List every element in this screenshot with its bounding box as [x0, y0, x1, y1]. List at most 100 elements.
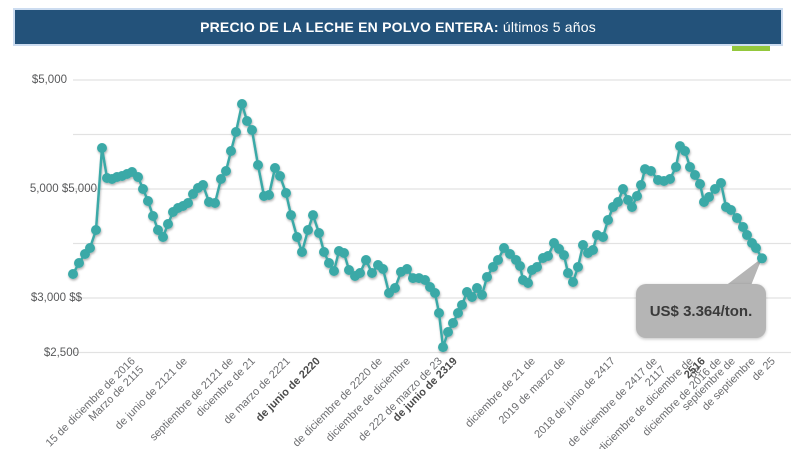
data-point-marker[interactable]: [324, 258, 334, 268]
data-point-marker[interactable]: [210, 198, 220, 208]
chart-title-bar: PRECIO DE LA LECHE EN POLVO ENTERA: últi…: [13, 8, 783, 46]
data-point-marker[interactable]: [402, 264, 412, 274]
data-point-marker[interactable]: [578, 240, 588, 250]
data-point-marker[interactable]: [477, 289, 487, 300]
data-point-marker[interactable]: [91, 225, 101, 235]
data-point-marker[interactable]: [573, 262, 583, 272]
data-point-marker[interactable]: [568, 277, 578, 287]
data-point-marker[interactable]: [627, 202, 637, 212]
data-point-marker[interactable]: [716, 178, 726, 188]
data-point-marker[interactable]: [158, 232, 168, 242]
data-point-marker[interactable]: [704, 192, 714, 202]
data-point-marker[interactable]: [308, 210, 318, 221]
data-point-marker[interactable]: [281, 188, 291, 198]
data-point-marker[interactable]: [138, 184, 148, 194]
data-point-marker[interactable]: [690, 170, 700, 180]
data-point-marker[interactable]: [303, 225, 313, 235]
data-point-marker[interactable]: [598, 232, 608, 242]
data-point-marker[interactable]: [726, 205, 736, 215]
data-point-marker[interactable]: [221, 166, 231, 176]
data-point-marker[interactable]: [671, 162, 681, 172]
data-point-marker[interactable]: [264, 190, 274, 200]
data-point-marker[interactable]: [74, 258, 84, 268]
y-axis-label: $5,000: [31, 74, 67, 86]
data-point-marker[interactable]: [286, 210, 296, 221]
data-point-marker[interactable]: [543, 251, 553, 261]
data-point-marker[interactable]: [482, 272, 492, 282]
data-point-marker[interactable]: [646, 166, 656, 176]
data-point-marker[interactable]: [472, 283, 482, 293]
data-point-marker[interactable]: [457, 300, 467, 310]
data-point-marker[interactable]: [216, 174, 226, 184]
data-point-marker[interactable]: [85, 243, 95, 253]
data-point-marker[interactable]: [68, 269, 78, 279]
data-point-marker[interactable]: [292, 232, 302, 242]
data-point-marker[interactable]: [588, 245, 598, 255]
data-point-marker[interactable]: [563, 268, 573, 278]
data-point-marker[interactable]: [434, 308, 444, 318]
data-point-marker[interactable]: [97, 143, 107, 153]
data-point-marker[interactable]: [390, 283, 400, 293]
data-point-marker[interactable]: [732, 213, 742, 223]
data-point-marker[interactable]: [133, 172, 143, 182]
data-point-marker[interactable]: [153, 225, 163, 235]
data-point-marker[interactable]: [270, 163, 280, 173]
data-point-marker[interactable]: [632, 191, 642, 201]
data-point-marker[interactable]: [237, 99, 247, 109]
data-point-marker[interactable]: [757, 253, 767, 264]
data-point-marker[interactable]: [453, 308, 463, 318]
data-point-marker[interactable]: [467, 292, 477, 302]
data-point-marker[interactable]: [559, 250, 569, 261]
data-point-marker[interactable]: [367, 268, 377, 278]
data-point-marker[interactable]: [231, 127, 241, 137]
data-point-marker[interactable]: [378, 264, 388, 274]
data-point-marker[interactable]: [738, 222, 748, 232]
callout-text: US$ 3.364/ton.: [649, 302, 753, 320]
data-point-marker[interactable]: [314, 228, 324, 238]
data-point-marker[interactable]: [515, 261, 525, 271]
data-point-marker[interactable]: [742, 230, 752, 240]
data-point-marker[interactable]: [297, 247, 307, 257]
data-point-marker[interactable]: [685, 162, 695, 172]
data-point-marker[interactable]: [275, 171, 285, 181]
data-point-marker[interactable]: [448, 318, 458, 328]
data-point-marker[interactable]: [355, 268, 365, 278]
data-point-marker[interactable]: [488, 262, 498, 272]
data-point-marker[interactable]: [438, 342, 448, 353]
data-point-marker[interactable]: [523, 278, 533, 288]
green-accent-bar: [732, 46, 770, 51]
chart-title: PRECIO DE LA LECHE EN POLVO ENTERA: últi…: [200, 19, 596, 35]
x-axis-label: 15 de diciembre de 2016 Marzo de 2115: [43, 355, 146, 449]
data-point-marker[interactable]: [680, 146, 690, 156]
data-point-marker[interactable]: [198, 180, 208, 190]
data-point-marker[interactable]: [636, 180, 646, 190]
data-point-marker[interactable]: [148, 211, 158, 221]
data-point-marker[interactable]: [751, 243, 761, 253]
data-point-marker[interactable]: [242, 116, 252, 126]
data-point-marker[interactable]: [247, 125, 257, 135]
data-point-marker[interactable]: [420, 275, 430, 285]
data-point-marker[interactable]: [430, 288, 440, 298]
data-point-marker[interactable]: [143, 196, 153, 206]
data-point-marker[interactable]: [603, 215, 613, 225]
data-point-marker[interactable]: [493, 255, 503, 265]
data-point-marker[interactable]: [226, 146, 236, 156]
data-point-marker[interactable]: [339, 248, 349, 258]
data-point-marker[interactable]: [329, 266, 339, 276]
data-point-marker[interactable]: [253, 160, 263, 170]
chart-title-rest: últimos 5 años: [498, 19, 596, 35]
data-point-marker[interactable]: [319, 247, 329, 257]
data-point-marker[interactable]: [618, 184, 628, 194]
data-point-marker[interactable]: [613, 197, 623, 207]
y-axis-label: $3,000 $$: [30, 292, 82, 304]
data-point-marker[interactable]: [532, 262, 542, 272]
y-axis-label: $2,500: [43, 346, 79, 359]
data-point-marker[interactable]: [695, 179, 705, 189]
data-point-marker[interactable]: [163, 219, 173, 229]
data-point-marker[interactable]: [183, 198, 193, 208]
data-point-marker[interactable]: [361, 255, 371, 265]
data-point-marker[interactable]: [443, 327, 453, 337]
data-point-marker[interactable]: [665, 174, 675, 184]
